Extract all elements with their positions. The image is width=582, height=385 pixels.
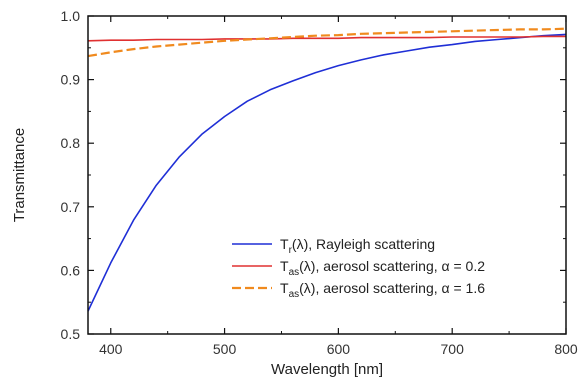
y-tick-label: 0.6 [61, 262, 81, 278]
series-line-2 [87, 27, 567, 58]
y-tick-label: 0.9 [61, 72, 81, 88]
y-tick-label: 0.5 [61, 326, 81, 342]
legend-main: T [280, 236, 289, 252]
x-tick-label: 500 [213, 341, 237, 357]
x-axis-label: Wavelength [nm] [271, 361, 383, 378]
series-line-1 [87, 35, 566, 42]
y-tick-label: 0.7 [61, 199, 81, 215]
legend-subscript: as [289, 267, 300, 278]
legend-label-2: Tas(λ), aerosol scattering, α = 1.6 [280, 280, 485, 300]
legend-subscript: r [289, 245, 293, 256]
legend-subscript: as [289, 289, 300, 300]
legend-main: T [280, 280, 289, 296]
y-axis-label: Transmittance [11, 128, 28, 222]
legend-rest: (λ), Rayleigh scattering [292, 236, 435, 252]
legend-main: T [280, 258, 289, 274]
x-tick-label: 800 [554, 341, 578, 357]
legend-label-0: Tr(λ), Rayleigh scattering [280, 236, 435, 256]
y-tick-label: 0.8 [61, 135, 81, 151]
axis-tick-labels: 400 500 600 700 800 0.5 0.6 0.7 0.8 0.9 1.0 [61, 8, 578, 357]
legend-label-1: Tas(λ), aerosol scattering, α = 0.2 [280, 258, 485, 278]
x-tick-label: 600 [327, 341, 351, 357]
x-tick-label: 700 [441, 341, 465, 357]
series-lines [87, 27, 567, 312]
y-tick-label: 1.0 [61, 8, 81, 24]
legend-rest: (λ), aerosol scattering, α = 0.2 [299, 258, 485, 274]
legend-rest: (λ), aerosol scattering, α = 1.6 [299, 280, 485, 296]
series-line-0 [87, 33, 567, 312]
axis-ticks [88, 15, 567, 335]
x-tick-label: 400 [99, 341, 123, 357]
